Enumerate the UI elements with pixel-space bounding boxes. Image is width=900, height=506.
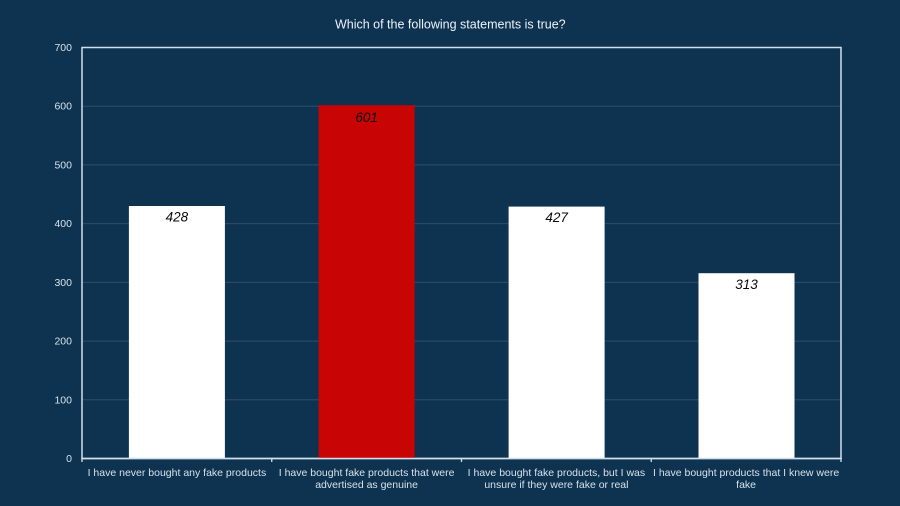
svg-text:I have never bought any fake p: I have never bought any fake products <box>88 467 267 479</box>
svg-text:I have bought products that I: I have bought products that I knew were <box>653 467 839 479</box>
svg-text:0: 0 <box>66 453 72 465</box>
svg-text:100: 100 <box>54 394 72 406</box>
svg-text:700: 700 <box>54 42 72 54</box>
svg-text:428: 428 <box>166 210 189 225</box>
svg-text:fake: fake <box>736 479 756 491</box>
svg-text:Which of the following stateme: Which of the following statements is tru… <box>335 18 566 32</box>
svg-text:600: 600 <box>54 101 72 113</box>
svg-text:313: 313 <box>735 277 758 292</box>
svg-text:I have bought fake products th: I have bought fake products that were <box>279 467 455 479</box>
svg-text:unsure if they were fake or re: unsure if they were fake or real <box>484 479 628 491</box>
svg-text:500: 500 <box>54 159 72 171</box>
svg-text:300: 300 <box>54 277 72 289</box>
svg-text:427: 427 <box>545 210 568 225</box>
svg-text:I have bought fake products, b: I have bought fake products, but I was <box>468 467 645 479</box>
svg-text:400: 400 <box>54 218 72 230</box>
svg-text:601: 601 <box>355 110 378 125</box>
svg-text:advertised as genuine: advertised as genuine <box>315 479 418 491</box>
svg-text:200: 200 <box>54 336 72 348</box>
